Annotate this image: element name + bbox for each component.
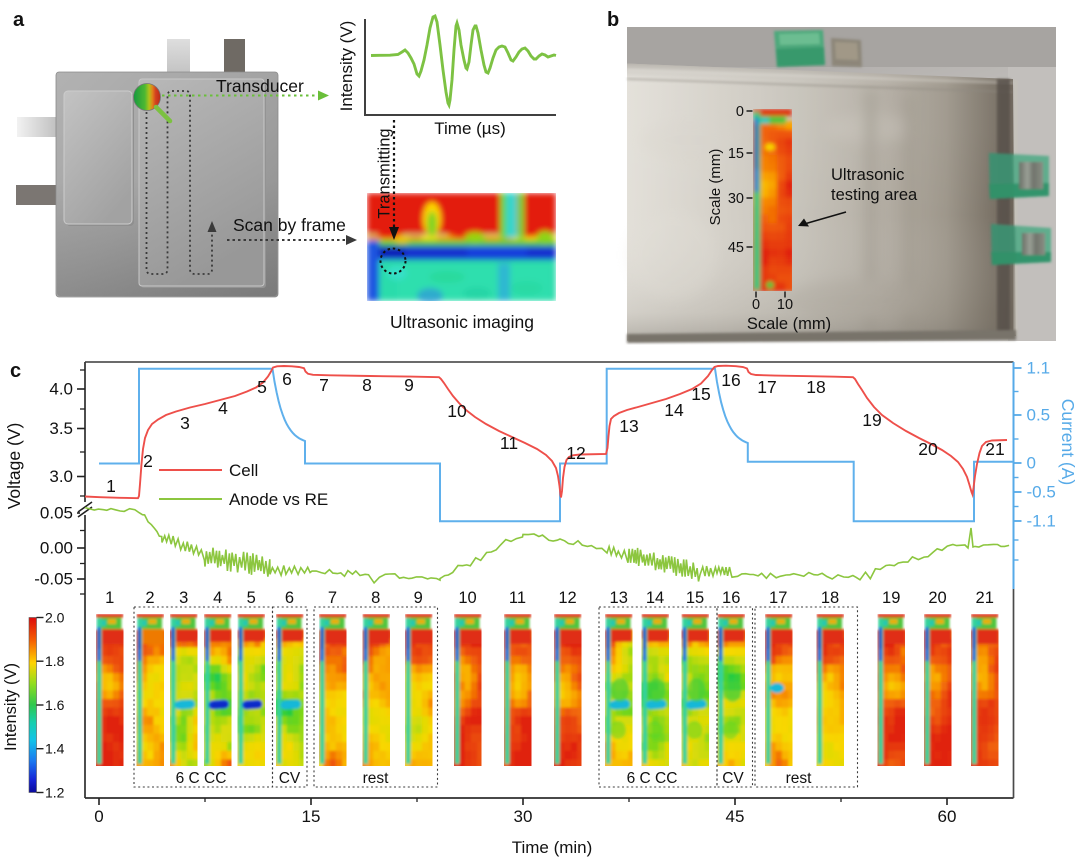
svg-text:1.8: 1.8 [45,653,65,669]
svg-text:30: 30 [728,191,744,207]
svg-text:11: 11 [509,589,526,607]
svg-text:0.05: 0.05 [40,504,73,523]
svg-text:-1.1: -1.1 [1027,512,1056,531]
svg-text:4.0: 4.0 [49,380,73,399]
svg-text:45: 45 [728,240,744,256]
svg-text:Transmitting: Transmitting [376,128,394,218]
svg-text:0.00: 0.00 [40,539,73,558]
svg-text:14: 14 [646,589,664,607]
svg-text:17: 17 [757,377,776,397]
svg-text:6 C CC: 6 C CC [176,770,227,787]
svg-text:10: 10 [447,401,467,421]
svg-text:18: 18 [821,589,839,607]
svg-text:Anode vs RE: Anode vs RE [229,490,328,509]
svg-text:CV: CV [722,770,744,787]
svg-text:Time (µs): Time (µs) [434,119,506,138]
svg-text:12: 12 [558,589,576,607]
svg-text:4: 4 [218,398,228,418]
svg-text:3: 3 [179,589,188,607]
svg-text:10: 10 [458,589,476,607]
svg-text:16: 16 [722,589,740,607]
svg-text:60: 60 [938,807,957,826]
svg-text:4: 4 [213,589,222,607]
svg-text:5: 5 [247,589,256,607]
svg-text:0: 0 [736,104,744,120]
svg-text:13: 13 [619,416,638,436]
svg-text:9: 9 [414,589,423,607]
svg-text:7: 7 [328,589,337,607]
svg-text:8: 8 [362,375,372,395]
svg-text:c: c [10,360,21,382]
svg-text:CV: CV [279,770,301,787]
svg-text:0: 0 [94,807,103,826]
svg-text:8: 8 [371,589,380,607]
svg-text:15: 15 [686,589,704,607]
svg-text:b: b [607,9,619,31]
svg-text:2: 2 [145,589,154,607]
svg-text:9: 9 [404,375,414,395]
svg-text:6: 6 [285,589,294,607]
svg-text:-0.5: -0.5 [1027,483,1056,502]
svg-text:12: 12 [566,443,585,463]
svg-text:19: 19 [862,410,881,430]
svg-text:18: 18 [806,377,825,397]
svg-text:3: 3 [180,413,190,433]
svg-text:1: 1 [106,476,116,496]
svg-text:-0.05: -0.05 [34,570,73,589]
svg-text:0: 0 [752,297,760,313]
svg-text:0.5: 0.5 [1027,406,1051,425]
svg-text:1: 1 [105,589,114,607]
svg-text:Current (A): Current (A) [1058,399,1078,486]
svg-text:3.0: 3.0 [49,467,73,486]
svg-text:6: 6 [282,369,292,389]
svg-text:Scan by frame: Scan by frame [233,215,346,235]
svg-text:10: 10 [777,297,793,313]
svg-text:rest: rest [363,770,390,787]
svg-text:45: 45 [726,807,745,826]
svg-text:20: 20 [928,589,946,607]
svg-text:15: 15 [691,384,710,404]
svg-text:6 C CC: 6 C CC [627,770,678,787]
svg-text:testing area: testing area [831,186,918,204]
svg-text:30: 30 [514,807,533,826]
svg-text:Ultrasonic imaging: Ultrasonic imaging [390,312,534,332]
svg-text:2.0: 2.0 [45,610,65,626]
svg-text:19: 19 [882,589,900,607]
svg-text:21: 21 [985,439,1004,459]
svg-text:0: 0 [1027,454,1036,473]
svg-text:1.2: 1.2 [45,785,65,801]
svg-text:Intensity (V): Intensity (V) [2,663,20,751]
svg-text:14: 14 [664,400,684,420]
svg-text:13: 13 [610,589,628,607]
svg-text:5: 5 [257,377,267,397]
svg-text:1.1: 1.1 [1027,359,1051,378]
svg-text:Ultrasonic: Ultrasonic [831,166,904,184]
svg-text:20: 20 [918,439,938,459]
svg-text:3.5: 3.5 [49,419,73,438]
svg-text:7: 7 [319,375,329,395]
svg-text:1.6: 1.6 [45,697,65,713]
svg-text:Scale (mm): Scale (mm) [747,315,831,333]
svg-text:Scale (mm): Scale (mm) [707,149,724,226]
svg-text:rest: rest [786,770,813,787]
svg-text:11: 11 [500,433,518,453]
svg-text:Cell: Cell [229,461,258,480]
svg-text:15: 15 [728,146,744,162]
svg-text:17: 17 [769,589,787,607]
svg-text:15: 15 [302,807,321,826]
svg-text:Intensity (V): Intensity (V) [337,21,356,112]
svg-text:2: 2 [143,451,153,471]
svg-text:21: 21 [976,589,994,607]
svg-text:Voltage (V): Voltage (V) [4,423,24,510]
svg-text:16: 16 [721,370,740,390]
svg-text:1.4: 1.4 [45,741,65,757]
svg-text:Time (min): Time (min) [512,838,593,857]
svg-text:Transducer: Transducer [216,76,304,96]
svg-text:a: a [13,9,25,31]
